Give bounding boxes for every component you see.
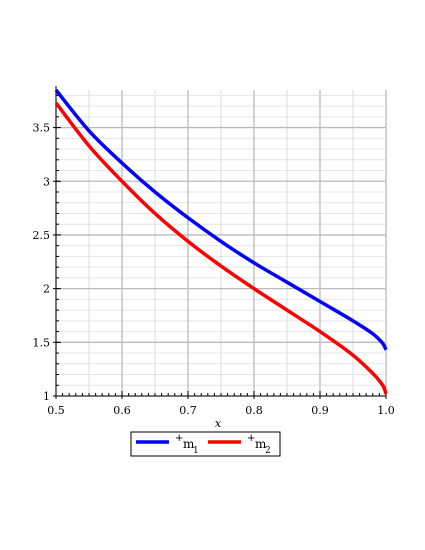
- legend: + m1+ m2: [130, 431, 281, 457]
- y-tick-label: 2: [43, 283, 50, 296]
- legend-label-base: m: [183, 437, 195, 451]
- x-tick-label: 0.7: [179, 404, 197, 417]
- x-tick-label: 0.5: [47, 404, 65, 417]
- axes: [53, 86, 387, 399]
- minor-gridlines: [56, 90, 386, 396]
- legend-label-base: m: [255, 437, 267, 451]
- legend-prefix: +: [247, 433, 255, 444]
- legend-prefix: +: [175, 433, 183, 444]
- legend-label-subscript: 1: [193, 446, 199, 456]
- x-axis-title: x: [215, 417, 222, 430]
- x-tick-label: 0.8: [245, 404, 263, 417]
- series-line-m1: [54, 88, 388, 351]
- series-line-m2: [54, 101, 388, 395]
- y-tick-label: 1.5: [33, 336, 51, 349]
- series-layer: [54, 88, 388, 395]
- y-tick-label: 1: [43, 390, 50, 403]
- x-tick-label: 1.0: [377, 404, 395, 417]
- legend-label-subscript: 2: [265, 446, 271, 456]
- tick-labels: 1 1.5 2 2.5 3 3.5 0.5 0.6 0.7 0.8 0.9 1.0: [33, 122, 395, 417]
- y-tick-label: 3: [43, 175, 50, 188]
- y-tick-label: 3.5: [33, 122, 51, 135]
- y-tick-label: 2.5: [33, 229, 51, 242]
- x-tick-label: 0.6: [113, 404, 131, 417]
- legend-box: [130, 431, 281, 457]
- x-tick-label: 0.9: [311, 404, 329, 417]
